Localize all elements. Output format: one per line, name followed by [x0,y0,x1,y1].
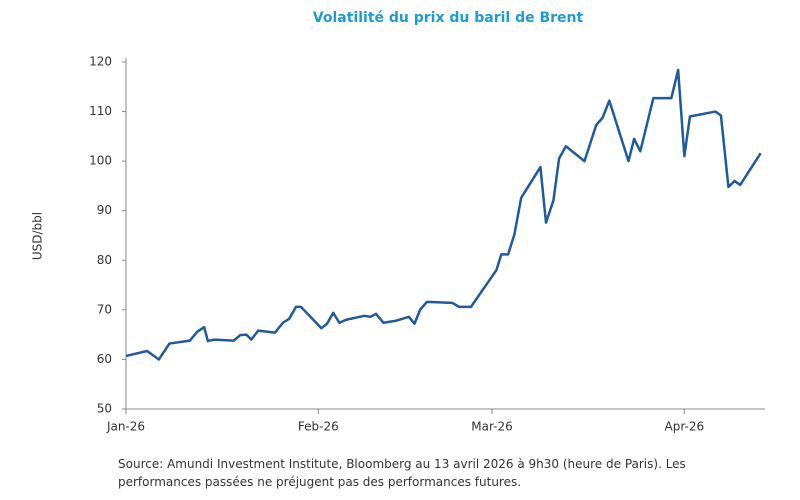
y-axis-label: USD/bbl [31,212,45,260]
source-note: Source: Amundi Investment Institute, Blo… [118,457,686,489]
y-tick-label: 110 [89,104,112,118]
y-tick-label: 70 [97,302,112,316]
y-tick-label: 120 [89,55,112,69]
y-tick-label: 100 [89,154,112,168]
x-tick-label: Apr-26 [665,420,705,434]
price-line [125,68,762,361]
x-tick-label: Feb-26 [298,420,339,434]
chart-title: Volatilité du prix du baril de Brent [313,10,584,26]
y-tick-label: 60 [97,352,112,366]
y-tick-label: 50 [97,402,112,416]
x-tick-label: Mar-26 [471,420,512,434]
x-tick-label: Jan-26 [106,420,145,434]
y-tick-label: 80 [97,253,112,267]
y-tick-label: 90 [97,203,112,217]
